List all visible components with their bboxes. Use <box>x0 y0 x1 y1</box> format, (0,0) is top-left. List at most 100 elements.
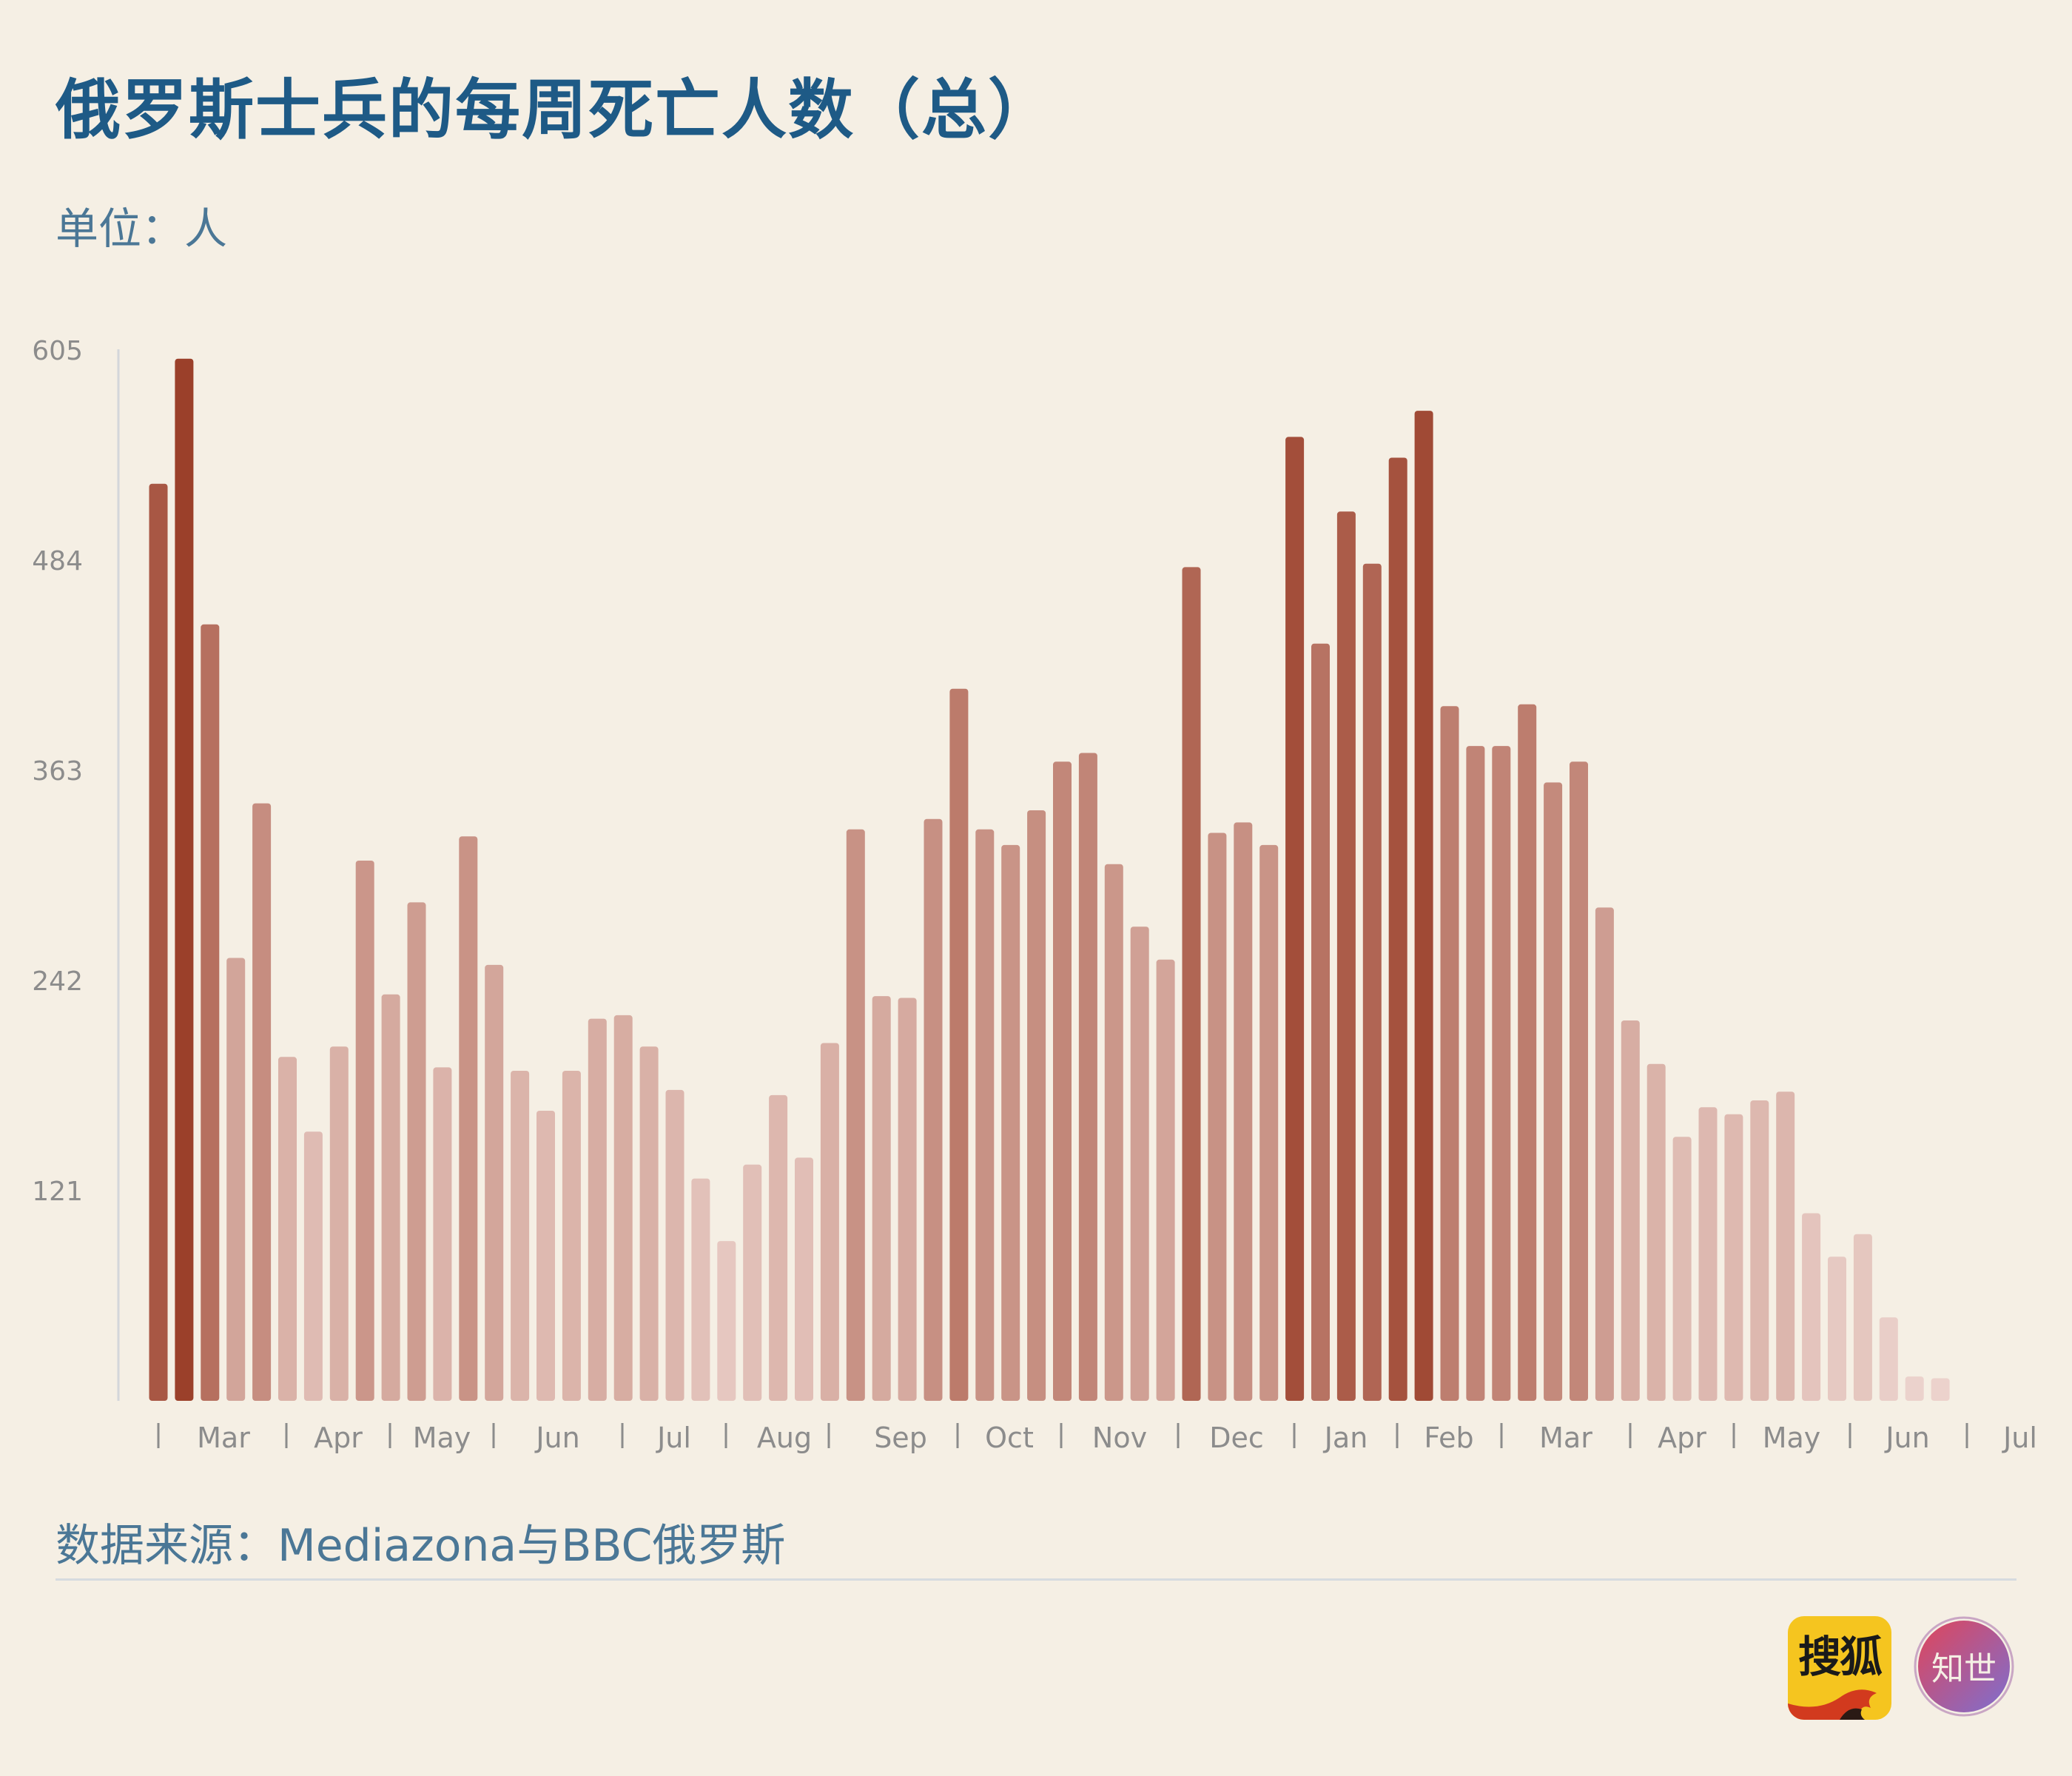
x-tick-label: Jul <box>656 1422 691 1454</box>
bar <box>1672 1137 1692 1401</box>
fox-tail-icon <box>1788 1689 1877 1720</box>
x-tick-label: May <box>1763 1422 1821 1454</box>
bar <box>536 1111 555 1401</box>
bar <box>1905 1376 1924 1401</box>
zhishi-circle-icon: 知世 <box>1914 1616 2014 1717</box>
bar <box>1130 926 1149 1401</box>
bar <box>975 829 995 1401</box>
bar <box>355 861 374 1401</box>
bar <box>820 1043 839 1401</box>
bar <box>1362 563 1382 1402</box>
bar <box>1285 437 1305 1401</box>
bar <box>201 624 220 1401</box>
bar <box>329 1046 349 1401</box>
bar <box>691 1178 710 1401</box>
bar <box>381 994 400 1401</box>
bar <box>1750 1100 1769 1401</box>
bar <box>303 1131 323 1401</box>
bar <box>1208 832 1227 1401</box>
x-tick-label: Apr <box>1658 1422 1706 1454</box>
bar <box>1879 1317 1898 1401</box>
y-tick-label: 363 <box>32 756 83 787</box>
bar <box>485 964 504 1401</box>
x-tick-label: Mar <box>197 1422 250 1454</box>
x-tick-label: May <box>413 1422 471 1454</box>
bar-chart: 121 242 363 484 605 Mar Apr May Jun Jul Aug Sep Oct… <box>32 336 2037 1454</box>
x-tick-label: Jun <box>1884 1422 1929 1454</box>
sohu-logo-text: 搜狐 <box>1797 1632 1883 1682</box>
bar <box>1595 907 1614 1401</box>
x-tick-label: Nov <box>1092 1422 1147 1454</box>
y-tick-label: 121 <box>32 1177 83 1207</box>
x-tick-label: Jun <box>534 1422 579 1454</box>
y-tick-label: 484 <box>32 546 83 576</box>
bar <box>665 1089 684 1401</box>
y-tick-label: 605 <box>32 336 83 366</box>
zhishi-logo: 知世 <box>1914 1616 2014 1717</box>
bar <box>1570 761 1588 1401</box>
y-axis: 121 242 363 484 605 <box>32 336 120 1401</box>
bar <box>1440 706 1459 1401</box>
zhishi-logo-text: 知世 <box>1931 1650 1997 1688</box>
bar <box>1388 457 1407 1401</box>
x-tick-label: Dec <box>1209 1422 1264 1454</box>
x-tick-label: Aug <box>757 1422 812 1454</box>
bar <box>1724 1114 1743 1401</box>
bar <box>562 1071 581 1401</box>
bar <box>1544 782 1563 1401</box>
bar <box>1182 567 1201 1401</box>
bar <box>769 1094 788 1401</box>
bar <box>1492 746 1511 1401</box>
chart-title: 俄罗斯士兵的每周死亡人数（总） <box>56 72 1055 148</box>
bar <box>717 1241 736 1401</box>
x-tick-label: Oct <box>985 1422 1034 1454</box>
bar <box>433 1067 452 1401</box>
bar <box>1053 761 1072 1401</box>
bar <box>459 836 478 1401</box>
bar <box>1828 1257 1846 1401</box>
bar <box>743 1164 762 1401</box>
bar <box>639 1046 659 1401</box>
x-tick-label: Mar <box>1539 1422 1592 1454</box>
bar <box>407 902 426 1401</box>
sohu-logo: 搜狐 <box>1788 1616 1891 1720</box>
bar <box>252 803 272 1401</box>
bar <box>1078 753 1097 1401</box>
bar <box>1466 746 1485 1401</box>
bar <box>1776 1092 1795 1401</box>
bar <box>1853 1234 1872 1401</box>
bar <box>1646 1063 1666 1401</box>
bar <box>924 818 943 1401</box>
bar <box>1931 1378 1950 1401</box>
y-tick-label: 242 <box>32 966 83 997</box>
x-axis: Mar Apr May Jun Jul Aug Sep Oct Nov Dec Jan Feb Mar A… <box>157 1422 2037 1454</box>
bar <box>1414 411 1433 1401</box>
bar <box>898 998 917 1401</box>
x-tick-label: Sep <box>874 1422 927 1454</box>
bar <box>1311 643 1330 1401</box>
bar <box>795 1157 813 1401</box>
bar <box>175 358 194 1402</box>
bar <box>1336 511 1356 1401</box>
data-source: 数据来源：Mediazona与BBC俄罗斯 <box>56 1520 786 1572</box>
bar <box>613 1015 633 1401</box>
bar <box>1698 1107 1718 1401</box>
footer-divider <box>56 1578 2016 1581</box>
bar <box>1027 810 1046 1401</box>
bar <box>588 1018 607 1401</box>
bar <box>949 688 969 1401</box>
bar <box>1518 704 1537 1401</box>
bar <box>1001 844 1020 1401</box>
bars <box>149 358 1950 1402</box>
bar <box>1234 822 1253 1401</box>
bar <box>872 996 891 1401</box>
bar <box>846 829 865 1401</box>
bar <box>511 1071 530 1401</box>
bar <box>278 1057 297 1401</box>
x-tick-label: Jan <box>1323 1422 1368 1454</box>
bar <box>1156 959 1175 1401</box>
bar <box>1104 864 1123 1401</box>
bar <box>149 483 168 1402</box>
unit-label: 单位：人 <box>56 204 228 254</box>
bar <box>1621 1020 1640 1401</box>
